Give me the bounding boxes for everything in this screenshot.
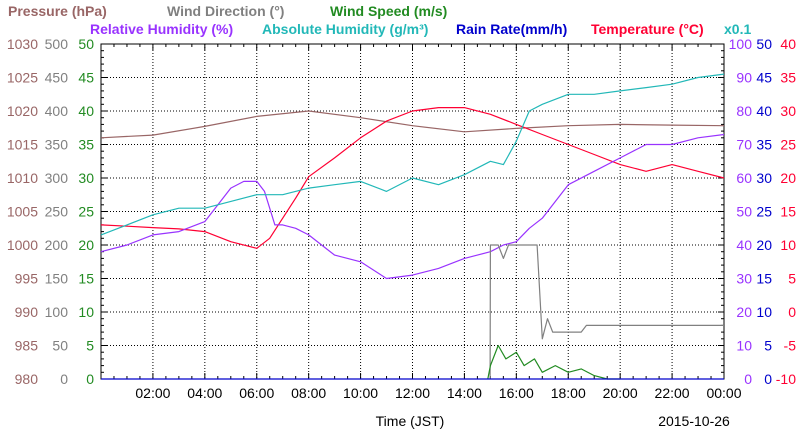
wind-direction-tick-label: 50	[52, 338, 68, 354]
x-tick-label: 10:00	[343, 385, 378, 401]
rain-rate-tick-label: 25	[756, 204, 772, 220]
pressure-tick-label: 1000	[7, 237, 38, 253]
wind-direction-tick-label: 250	[45, 204, 69, 220]
date-label: 2015-10-26	[658, 413, 730, 429]
chart-axes: 02:00 04:00 06:00 08:00 10:00 12:00 14:00 16:00…	[7, 36, 796, 401]
humidity-tick-label: 60	[736, 170, 752, 186]
wind-direction-tick-label: 400	[45, 103, 69, 119]
rain-rate-tick-label: 10	[756, 304, 772, 320]
wind-speed-tick-label: 0	[86, 371, 94, 387]
x-tick-label: 16:00	[499, 385, 534, 401]
humidity-tick-label: 30	[736, 271, 752, 287]
temperature-tick-label: -10	[776, 371, 796, 387]
series-line-relative-humidity	[100, 133, 725, 280]
series-line-temperature-c	[100, 107, 725, 249]
wind-speed-tick-label: 45	[78, 70, 94, 86]
wind-speed-tick-label: 20	[78, 237, 94, 253]
humidity-tick-label: 40	[736, 237, 752, 253]
wind-direction-tick-label: 0	[60, 371, 68, 387]
wind-direction-tick-label: 300	[45, 170, 69, 186]
x-tick-label: 18:00	[551, 385, 586, 401]
humidity-tick-label: 10	[736, 338, 752, 354]
wind-speed-tick-label: 40	[78, 103, 94, 119]
series-line-absolute-humidity-g-m	[100, 73, 725, 236]
wind-direction-tick-label: 350	[45, 137, 69, 153]
pressure-tick-label: 1015	[7, 137, 38, 153]
x-tick-label: 20:00	[603, 385, 638, 401]
humidity-tick-label: 70	[736, 137, 752, 153]
temperature-tick-label: 0	[788, 304, 796, 320]
pressure-tick-label: 985	[15, 338, 39, 354]
temperature-tick-label: 5	[788, 271, 796, 287]
temperature-tick-label: 10	[780, 237, 796, 253]
pressure-tick-label: 1010	[7, 170, 38, 186]
wind-direction-tick-label: 150	[45, 271, 69, 287]
chart-grid	[101, 44, 724, 379]
legend-relative-humidity: Relative Humidity (%)	[90, 21, 233, 37]
legend-temperature: Temperature (°C)	[591, 21, 704, 37]
wind-speed-tick-label: 10	[78, 304, 94, 320]
temperature-tick-label: -5	[784, 338, 797, 354]
series-line-wind-speed-m-s	[487, 344, 621, 380]
humidity-tick-label: 20	[736, 304, 752, 320]
wind-speed-tick-label: 15	[78, 271, 94, 287]
abs-humidity-scale-note: x0.1	[724, 21, 751, 37]
rain-rate-tick-label: 15	[756, 271, 772, 287]
legend-rain-rate: Rain Rate(mm/h)	[456, 21, 567, 37]
rain-rate-tick-label: 20	[756, 237, 772, 253]
x-tick-label: 12:00	[395, 385, 430, 401]
rain-rate-tick-label: 40	[756, 103, 772, 119]
x-tick-label: 06:00	[239, 385, 274, 401]
x-tick-label: 22:00	[655, 385, 690, 401]
pressure-tick-label: 995	[15, 271, 39, 287]
humidity-tick-label: 100	[729, 36, 753, 52]
rain-rate-tick-label: 30	[756, 170, 772, 186]
humidity-tick-label: 0	[744, 371, 752, 387]
x-tick-label: 14:00	[447, 385, 482, 401]
pressure-tick-label: 1020	[7, 103, 38, 119]
pressure-tick-label: 1025	[7, 70, 38, 86]
humidity-tick-label: 80	[736, 103, 752, 119]
x-tick-label: 04:00	[187, 385, 222, 401]
pressure-tick-label: 990	[15, 304, 39, 320]
rain-rate-tick-label: 45	[756, 70, 772, 86]
series-line-pressure-hpa	[100, 110, 725, 139]
wind-speed-tick-label: 50	[78, 36, 94, 52]
wind-speed-tick-label: 25	[78, 204, 94, 220]
series-line-wind-direction	[489, 244, 724, 380]
temperature-tick-label: 35	[780, 70, 796, 86]
temperature-tick-label: 15	[780, 204, 796, 220]
rain-rate-tick-label: 50	[756, 36, 772, 52]
pressure-tick-label: 980	[15, 371, 39, 387]
humidity-tick-label: 50	[736, 204, 752, 220]
wind-direction-tick-label: 100	[45, 304, 69, 320]
x-tick-label: 02:00	[135, 385, 170, 401]
x-axis-label: Time (JST)	[376, 413, 445, 429]
wind-direction-tick-label: 450	[45, 70, 69, 86]
wind-speed-tick-label: 35	[78, 137, 94, 153]
rain-rate-tick-label: 35	[756, 137, 772, 153]
rain-rate-tick-label: 0	[764, 371, 772, 387]
legend-wind-direction: Wind Direction (°)	[167, 3, 284, 19]
temperature-tick-label: 30	[780, 103, 796, 119]
temperature-tick-label: 40	[780, 36, 796, 52]
wind-speed-tick-label: 30	[78, 170, 94, 186]
wind-direction-tick-label: 500	[45, 36, 69, 52]
rain-rate-tick-label: 5	[764, 338, 772, 354]
x-tick-label: 00:00	[706, 385, 741, 401]
pressure-tick-label: 1030	[7, 36, 38, 52]
x-tick-label: 08:00	[291, 385, 326, 401]
temperature-tick-label: 20	[780, 170, 796, 186]
legend-pressure: Pressure (hPa)	[8, 3, 107, 19]
chart-series-group	[100, 73, 725, 380]
legend-wind-speed: Wind Speed (m/s)	[330, 3, 447, 19]
humidity-tick-label: 90	[736, 70, 752, 86]
temperature-tick-label: 25	[780, 137, 796, 153]
wind-direction-tick-label: 200	[45, 237, 69, 253]
wind-speed-tick-label: 5	[86, 338, 94, 354]
legend-absolute-humidity: Absolute Humidity (g/m³)	[262, 21, 428, 37]
pressure-tick-label: 1005	[7, 204, 38, 220]
